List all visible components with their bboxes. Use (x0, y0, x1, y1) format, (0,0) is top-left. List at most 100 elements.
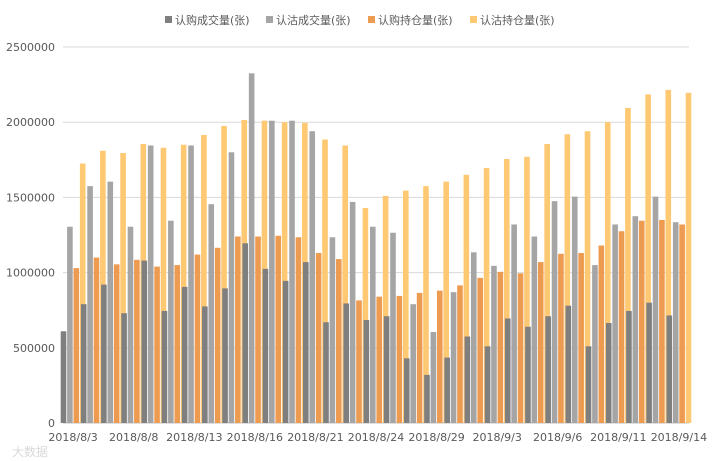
bar-series-2 (168, 220, 174, 423)
bar-series-4 (342, 145, 349, 423)
x-tick-label: 2018/8/3 (48, 431, 97, 444)
bar-series-4 (221, 125, 227, 424)
bar-series-3 (679, 224, 685, 423)
y-axis: 0 500000 1000000 1500000 2000000 2500000 (6, 41, 55, 430)
bar-series-2 (571, 196, 578, 423)
bar-series-2 (248, 73, 255, 423)
bar-series-3 (134, 259, 140, 423)
x-tick-label: 2018/8/21 (287, 431, 343, 444)
bar-series-2 (269, 120, 275, 423)
bar-series-4 (483, 168, 490, 423)
bar-series-2 (652, 196, 659, 423)
bar-series-2 (410, 304, 416, 423)
bar-series-1 (222, 288, 228, 423)
bar-series-3 (396, 295, 403, 423)
bar-series-3 (154, 266, 160, 423)
x-tick-label: 2018/9/11 (590, 431, 646, 444)
bar-series-3 (537, 262, 544, 423)
bar-series-2 (147, 145, 154, 423)
bar-series-2 (430, 332, 437, 423)
bar-series-4 (463, 174, 470, 423)
bar-series-4 (604, 122, 611, 423)
bar-series-1 (323, 322, 329, 423)
bar-series-2 (531, 236, 538, 423)
gridlines (63, 46, 689, 424)
bar-series-1 (525, 326, 531, 423)
bar-series-4 (180, 144, 187, 423)
bar-series-1 (363, 319, 370, 423)
bar-series-3 (295, 237, 302, 423)
bar-series-2 (632, 216, 639, 423)
bar-series-3 (659, 219, 665, 423)
bar-series-2 (511, 224, 517, 423)
bar-series-2 (309, 131, 316, 423)
bar-series-1 (161, 310, 168, 423)
bar-series-3 (457, 285, 463, 423)
bar-series-1 (585, 346, 592, 423)
bar-series-3 (497, 271, 504, 423)
bar-series-2 (228, 152, 235, 423)
bar-series-3 (436, 290, 443, 423)
bar-series-1 (80, 304, 87, 423)
bar-series-4 (362, 207, 369, 423)
y-tick-label: 0 (48, 417, 55, 430)
bar-series-3 (376, 296, 382, 423)
bar-series-1 (444, 357, 450, 423)
bar-series-1 (60, 331, 67, 423)
bar-series-1 (545, 316, 551, 423)
bar-series-4 (544, 144, 550, 423)
bar-series-1 (242, 243, 249, 423)
x-tick-label: 2018/8/24 (348, 431, 404, 444)
bar-series-3 (93, 257, 100, 423)
bar-series-3 (578, 253, 584, 423)
bar-series-1 (303, 262, 309, 423)
bar-series-3 (517, 273, 524, 423)
x-tick-label: 2018/8/13 (166, 431, 222, 444)
bar-series-2 (107, 181, 114, 423)
legend-swatch (470, 16, 477, 23)
bar-series-1 (383, 316, 390, 423)
x-tick-label: 2018/8/16 (227, 431, 283, 444)
bar-series-1 (464, 336, 471, 423)
bar-series-3 (73, 268, 80, 423)
bar-series-2 (592, 265, 598, 423)
bar-series-1 (484, 346, 491, 423)
bar-series-1 (424, 374, 430, 423)
bar-series-4 (584, 131, 591, 423)
bar-series-4 (503, 159, 510, 424)
legend-label: 认购成交量(张) (175, 13, 250, 27)
bar-series-1 (666, 315, 673, 423)
x-axis: 2018/8/3 2018/8/8 2018/8/13 2018/8/16 2018/8… (48, 431, 707, 444)
bar-series-1 (121, 313, 127, 423)
bar-series-1 (343, 303, 350, 423)
bar-series-4 (665, 89, 672, 424)
bar-series-3 (194, 254, 201, 423)
bar-series-3 (275, 235, 282, 423)
bar-series-4 (645, 94, 651, 423)
legend-label: 认购持仓量(张) (378, 13, 453, 27)
bar-series-2 (67, 226, 73, 423)
bar-series-1 (605, 322, 612, 423)
bar-series-2 (470, 252, 477, 423)
bar-series-2 (127, 226, 134, 423)
bar-series-3 (638, 220, 645, 423)
bar-series-3 (315, 253, 322, 423)
bar-series-1 (262, 268, 269, 423)
bar-series-4 (443, 181, 449, 423)
bar-series-2 (551, 201, 558, 423)
bar-series-1 (101, 284, 107, 423)
bar-series-1 (646, 302, 652, 423)
bar-series-3 (598, 245, 605, 423)
y-tick-label: 1500000 (6, 191, 55, 204)
bar-series-4 (402, 190, 409, 423)
bar-series-1 (403, 358, 410, 423)
x-tick-label: 2018/8/29 (408, 431, 464, 444)
bar-series-4 (120, 153, 126, 423)
bar-series-3 (255, 236, 261, 423)
bar-series-1 (202, 306, 208, 423)
y-tick-label: 1000000 (6, 267, 55, 280)
bar-series-2 (390, 232, 396, 423)
legend-label: 认沽持仓量(张) (480, 13, 555, 27)
bar-series-3 (336, 259, 342, 423)
